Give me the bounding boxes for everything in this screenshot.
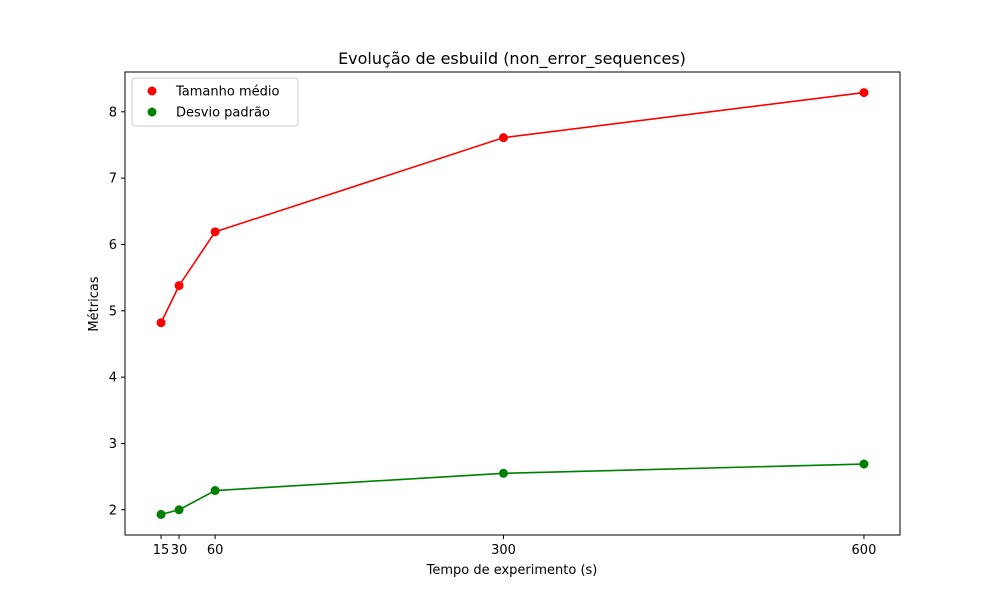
- data-point: [156, 509, 166, 519]
- chart-title: Evolução de esbuild (non_error_sequences…: [338, 49, 686, 69]
- data-point: [498, 468, 508, 478]
- plot-frame: [124, 71, 901, 536]
- x-tick-label: 60: [207, 543, 224, 558]
- y-tick-label: 6: [109, 238, 117, 253]
- y-tick-label: 2: [109, 503, 117, 518]
- y-tick-label: 8: [109, 105, 117, 120]
- data-point: [210, 486, 220, 496]
- data-point: [210, 227, 220, 237]
- y-tick-label: 5: [109, 304, 117, 319]
- x-axis-ticks: 15 30 60 300 600: [153, 535, 877, 558]
- data-point: [859, 459, 869, 469]
- legend-label: Desvio padrão: [176, 106, 270, 121]
- legend-items: Tamanho médio Desvio padrão: [147, 85, 279, 121]
- legend: Tamanho médio Desvio padrão: [131, 77, 299, 127]
- data-point: [174, 281, 184, 291]
- x-tick-label: 15: [153, 543, 170, 558]
- x-tick-label: 30: [171, 543, 188, 558]
- data-point: [174, 505, 184, 515]
- legend-frame: [131, 77, 299, 127]
- legend-marker: [147, 107, 157, 117]
- series-1: [156, 88, 869, 328]
- data-point: [498, 133, 508, 143]
- legend-marker: [147, 86, 157, 96]
- y-tick-label: 3: [109, 437, 117, 452]
- y-axis-label: Métricas: [87, 276, 102, 331]
- y-tick-label: 7: [109, 172, 117, 187]
- y-tick-label: 4: [109, 371, 117, 386]
- x-tick-label: 600: [852, 543, 877, 558]
- plot-area: 15 30 60 300 600 2 3 4 5 6 7 8: [109, 71, 901, 558]
- x-tick-label: 300: [491, 543, 516, 558]
- series-2: [156, 459, 869, 519]
- x-axis-label: Tempo de experimento (s): [426, 563, 598, 578]
- series-layer: [156, 88, 869, 519]
- data-point: [859, 88, 869, 98]
- data-point: [156, 318, 166, 328]
- y-axis-ticks: 2 3 4 5 6 7 8: [109, 105, 125, 518]
- legend-label: Tamanho médio: [175, 85, 279, 100]
